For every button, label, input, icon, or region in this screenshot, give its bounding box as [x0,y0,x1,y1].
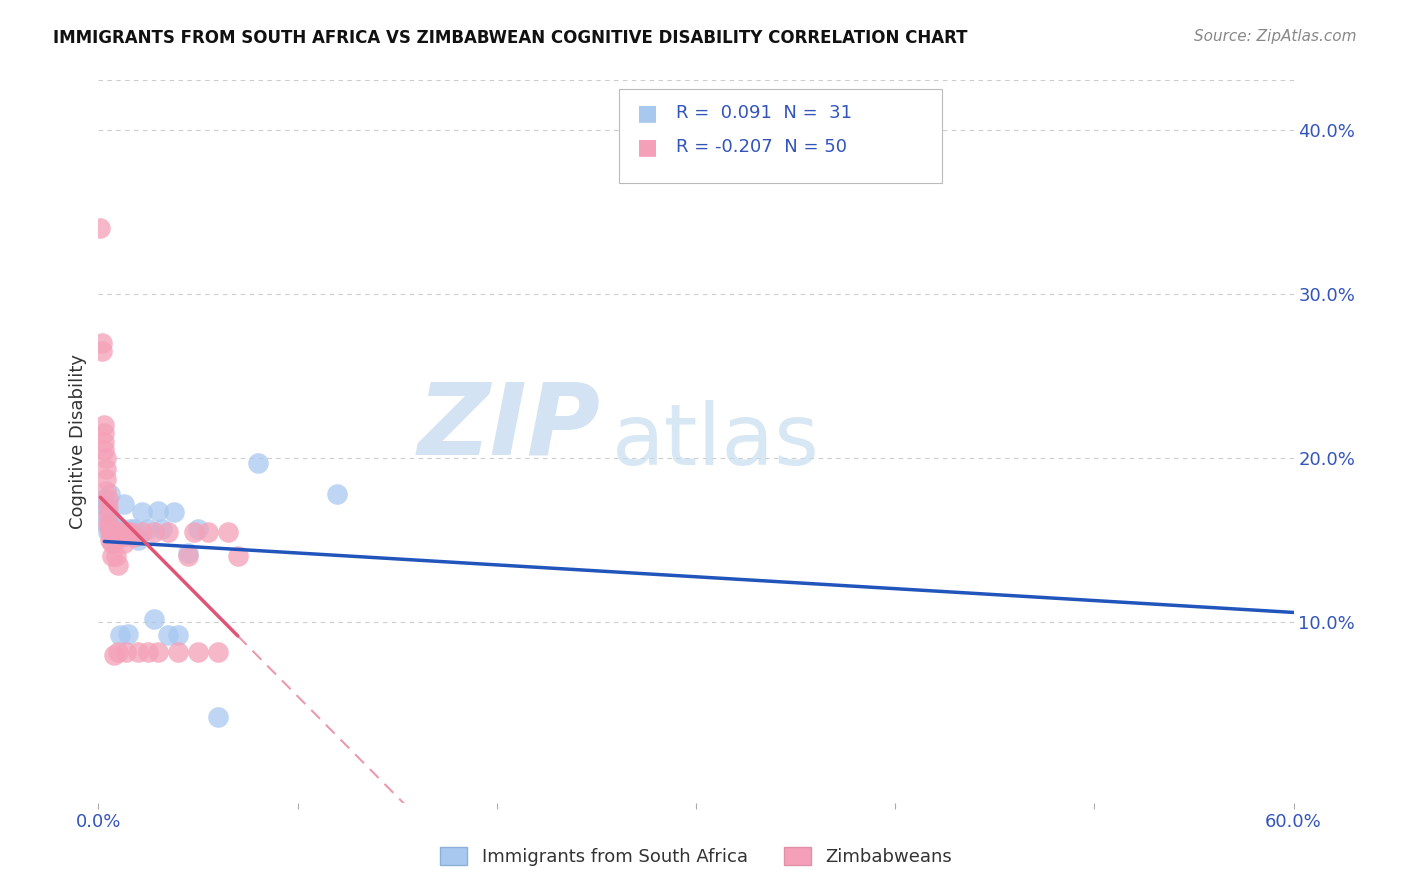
Point [101,513,124,527]
Point [167,645,190,659]
Point [197,524,219,539]
Point [93,426,115,441]
Point [148,503,170,517]
Point [91,344,114,359]
Point [101,549,124,564]
Point [150,522,173,536]
Point [117,626,139,640]
Point [107,520,129,534]
Point [96,462,118,476]
Point [157,628,180,642]
Point [167,628,190,642]
Point [326,487,349,501]
Point [246,456,269,470]
Point [97,524,120,539]
Point [143,612,166,626]
Point [187,522,209,536]
Point [207,710,229,724]
Point [120,524,142,539]
Point [93,442,115,457]
Point [98,487,122,501]
Point [217,524,239,539]
Point [103,524,125,539]
Point [101,524,124,539]
Point [103,648,125,662]
Point [105,530,128,544]
Point [177,546,200,560]
Text: R =  0.091  N =  31: R = 0.091 N = 31 [676,104,852,122]
Legend: Immigrants from South Africa, Zimbabweans: Immigrants from South Africa, Zimbabwean… [433,839,959,873]
Point [148,645,170,659]
Point [207,645,229,659]
Point [105,524,128,539]
Point [136,522,159,536]
Point [97,491,120,506]
Y-axis label: Cognitive Disability: Cognitive Disability [69,354,87,529]
Point [187,645,209,659]
Point [98,520,122,534]
Point [93,434,115,449]
Text: ■: ■ [637,103,658,123]
Point [183,524,205,539]
Point [96,483,118,498]
Point [101,536,124,550]
Text: IMMIGRANTS FROM SOUTH AFRICA VS ZIMBABWEAN COGNITIVE DISABILITY CORRELATION CHAR: IMMIGRANTS FROM SOUTH AFRICA VS ZIMBABWE… [53,29,967,46]
Point [143,524,166,539]
Point [112,536,135,550]
Point [111,522,134,536]
Point [110,524,132,539]
Point [97,508,120,523]
Point [97,508,120,523]
Text: R = -0.207  N = 50: R = -0.207 N = 50 [676,138,848,156]
Point [96,500,118,515]
Point [117,524,139,539]
Point [111,530,134,544]
Point [107,645,129,659]
Point [105,524,128,539]
Point [98,524,122,539]
Point [96,516,118,531]
Text: ■: ■ [637,137,658,157]
Text: atlas: atlas [613,400,820,483]
Point [97,500,120,515]
Point [105,549,128,564]
Point [110,628,132,642]
Point [177,549,200,564]
Point [103,530,125,544]
Point [157,524,180,539]
Point [127,533,149,547]
Point [103,536,125,550]
Point [226,549,249,564]
Point [93,418,115,433]
Point [107,558,129,572]
Point [131,524,153,539]
Point [89,221,111,235]
Point [97,516,120,531]
Point [112,497,135,511]
Point [124,530,146,544]
Point [96,472,118,486]
Point [96,450,118,465]
Point [163,505,186,519]
Point [124,522,146,536]
Point [120,522,142,536]
Point [127,645,149,659]
Text: ZIP: ZIP [418,378,600,475]
Text: Source: ZipAtlas.com: Source: ZipAtlas.com [1194,29,1357,44]
Point [101,524,124,539]
Point [136,645,159,659]
Point [115,645,138,659]
Point [98,533,122,547]
Point [131,505,153,519]
Point [91,336,114,351]
Point [93,491,115,506]
